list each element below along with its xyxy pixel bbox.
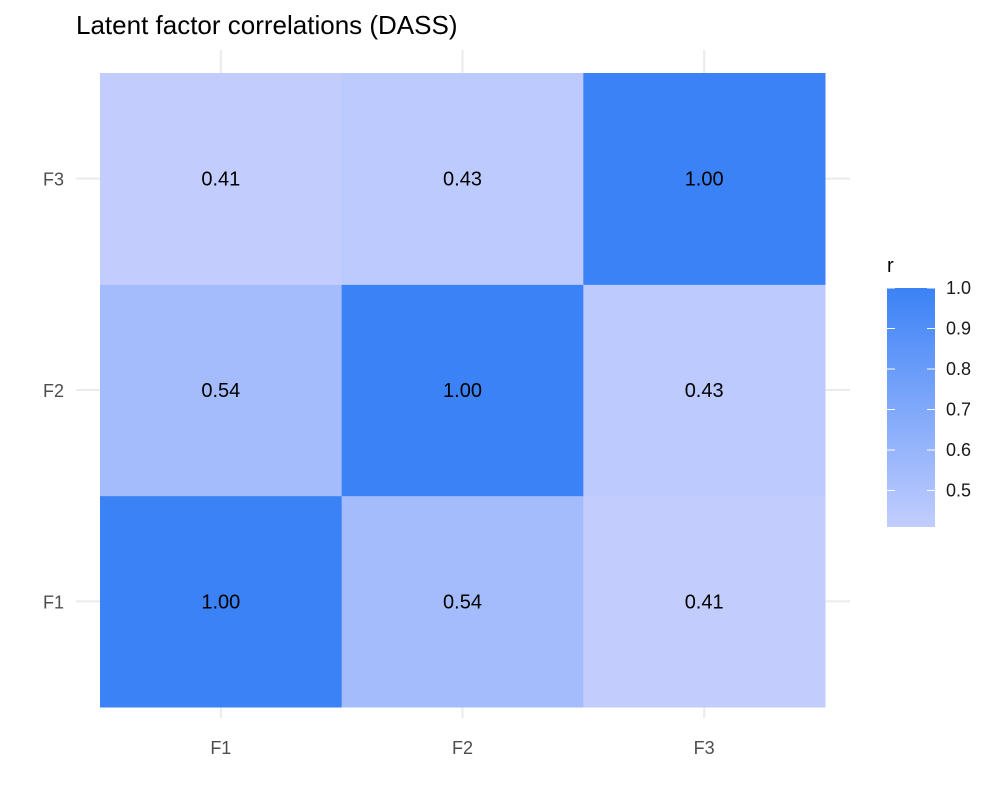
cell-label-F1-F2: 0.54 — [201, 380, 240, 402]
cell-label-F2-F2: 1.00 — [443, 380, 482, 402]
x-tick-label-F2: F2 — [452, 738, 473, 758]
heatmap-cell-F2-F1 — [341, 495, 584, 708]
heatmap-cell-F1-F3 — [100, 73, 343, 285]
legend-tick-label-2: 0.7 — [946, 400, 971, 420]
y-tick-label-F3: F3 — [43, 170, 64, 190]
legend-tick-label-0: 0.5 — [946, 481, 971, 501]
y-tick-label-F2: F2 — [43, 381, 64, 401]
color-legend: r 0.5 0.6 0.7 0.8 0.9 1.0 — [887, 255, 971, 527]
chart-title: Latent factor correlations (DASS) — [76, 10, 458, 40]
cell-labels: 1.00 0.54 0.41 0.54 1.00 0.43 0.41 0.43 1.00 — [201, 169, 723, 614]
cell-label-F1-F3: 0.41 — [201, 169, 240, 191]
cell-label-F2-F1: 0.54 — [443, 591, 482, 613]
y-axis: F1 F2 F3 — [43, 170, 64, 613]
legend-colorbar — [887, 288, 935, 527]
y-tick-label-F1: F1 — [43, 592, 64, 612]
cell-label-F1-F1: 1.00 — [201, 591, 240, 613]
legend-tick-label-4: 0.9 — [946, 319, 971, 339]
cell-label-F3-F1: 0.41 — [685, 591, 724, 613]
legend-title: r — [887, 255, 894, 277]
heatmap-cell-F2-F3 — [341, 73, 584, 285]
cell-label-F3-F2: 0.43 — [685, 380, 724, 402]
legend-tick-label-3: 0.8 — [946, 359, 971, 379]
heatmap-cell-F3-F2 — [583, 284, 826, 497]
heatmap-cell-F1-F1 — [100, 495, 343, 708]
cell-label-F3-F3: 1.00 — [685, 169, 724, 191]
x-tick-label-F1: F1 — [210, 738, 231, 758]
heatmap-cells — [100, 73, 826, 708]
cell-label-F2-F3: 0.43 — [443, 169, 482, 191]
heatmap-cell-F2-F2 — [341, 284, 584, 497]
heatmap-cell-F3-F3 — [583, 73, 826, 285]
legend-tick-label-5: 1.0 — [946, 278, 971, 298]
heatmap-cell-F1-F2 — [100, 284, 343, 497]
x-tick-label-F3: F3 — [694, 738, 715, 758]
heatmap-cell-F3-F1 — [583, 495, 826, 708]
legend-tick-label-1: 0.6 — [946, 440, 971, 460]
x-axis: F1 F2 F3 — [210, 738, 714, 758]
